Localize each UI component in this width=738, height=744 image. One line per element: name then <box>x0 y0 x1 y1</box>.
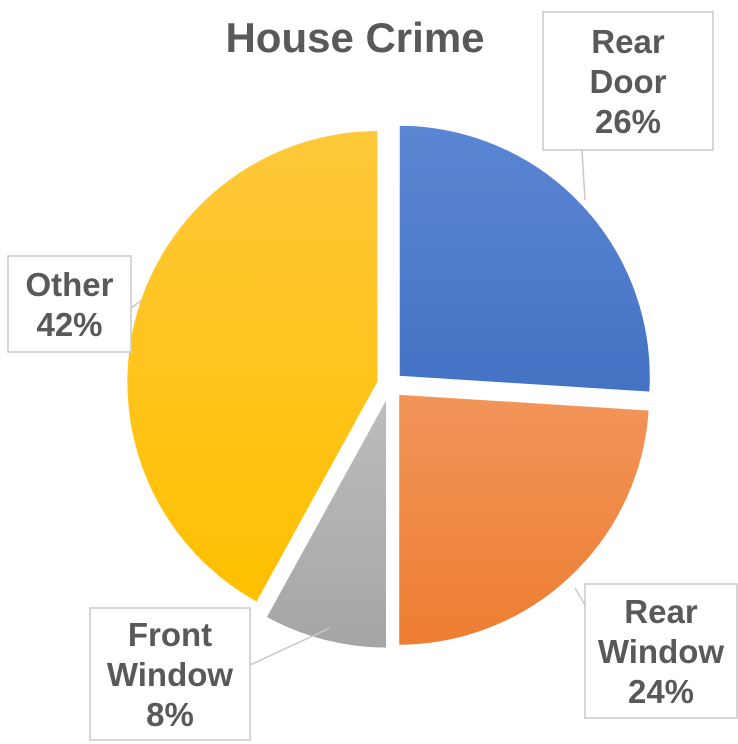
pie-slice-rear-door <box>397 123 652 394</box>
slice-category-label: Door <box>590 63 667 100</box>
chart-title: House Crime <box>225 14 484 61</box>
pie-slice-front-window <box>264 396 389 650</box>
slice-category-label: Front <box>128 616 212 653</box>
slice-category-label: Window <box>107 656 233 693</box>
leader-line <box>130 299 143 309</box>
slice-category-label: Rear <box>591 23 665 60</box>
label-box <box>542 11 714 151</box>
pie-slice-rear-window <box>397 392 651 647</box>
slices-layer <box>125 123 652 650</box>
label-box <box>89 607 251 741</box>
labels-layer: RearDoor26%RearWindow24%FrontWindow8%Oth… <box>7 11 738 741</box>
slice-value-label: 26% <box>595 103 661 140</box>
pie-slice-other <box>125 129 380 605</box>
slice-category-label: Other <box>25 266 113 303</box>
slice-category-label: Rear <box>624 593 698 630</box>
leader-line <box>574 587 586 606</box>
slice-category-label: Window <box>598 633 724 670</box>
leader-line <box>581 149 586 201</box>
label-box <box>7 255 132 353</box>
leader-line <box>249 627 331 666</box>
slice-value-label: 42% <box>36 306 102 343</box>
slice-value-label: 24% <box>628 673 694 710</box>
slice-value-label: 8% <box>146 696 194 733</box>
label-box <box>584 583 738 719</box>
